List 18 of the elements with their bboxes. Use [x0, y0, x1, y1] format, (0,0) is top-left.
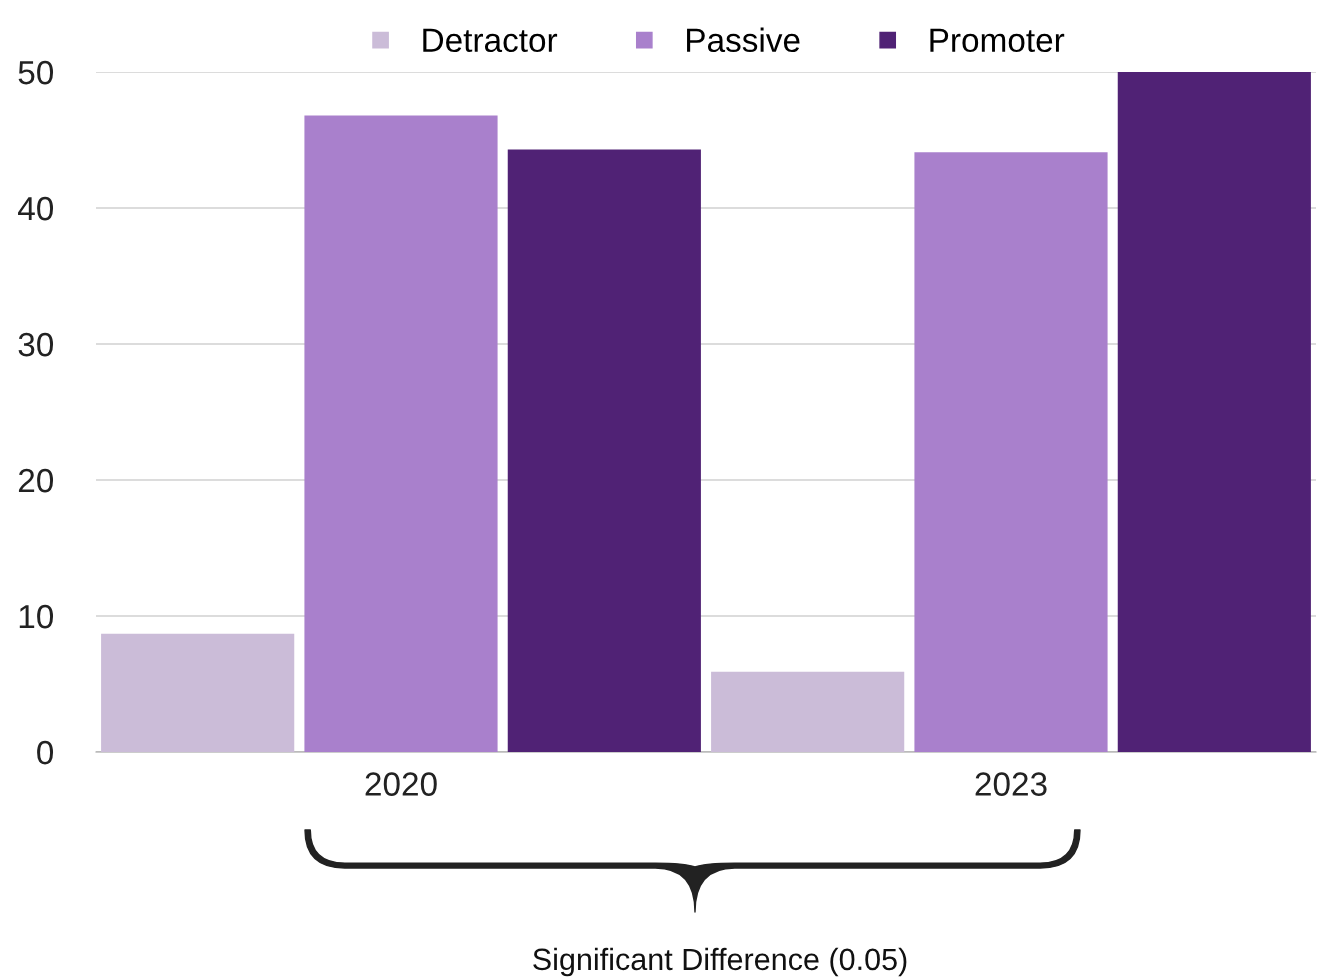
y-tick-label: 30: [18, 332, 54, 357]
bar: [304, 115, 498, 752]
bar: [101, 633, 295, 752]
y-tick-label: 10: [19, 604, 54, 629]
y-tick-label: 0: [37, 740, 54, 765]
legend-label: Detractor: [423, 28, 558, 53]
y-tick-label: 20: [18, 468, 54, 493]
y-tick-label: 50: [18, 60, 54, 85]
x-tick-label: 2020: [365, 772, 437, 796]
text: Significant Difference (0.05): [533, 947, 907, 977]
y-tick-label: 40: [18, 196, 54, 221]
bar: [914, 152, 1108, 752]
bar: [1117, 72, 1311, 752]
bar: [507, 149, 701, 752]
bar: [711, 671, 905, 752]
legend-label: Passive: [687, 27, 800, 53]
x-tick-label: 2023: [975, 772, 1047, 796]
legend-label: Promoter: [930, 28, 1065, 53]
